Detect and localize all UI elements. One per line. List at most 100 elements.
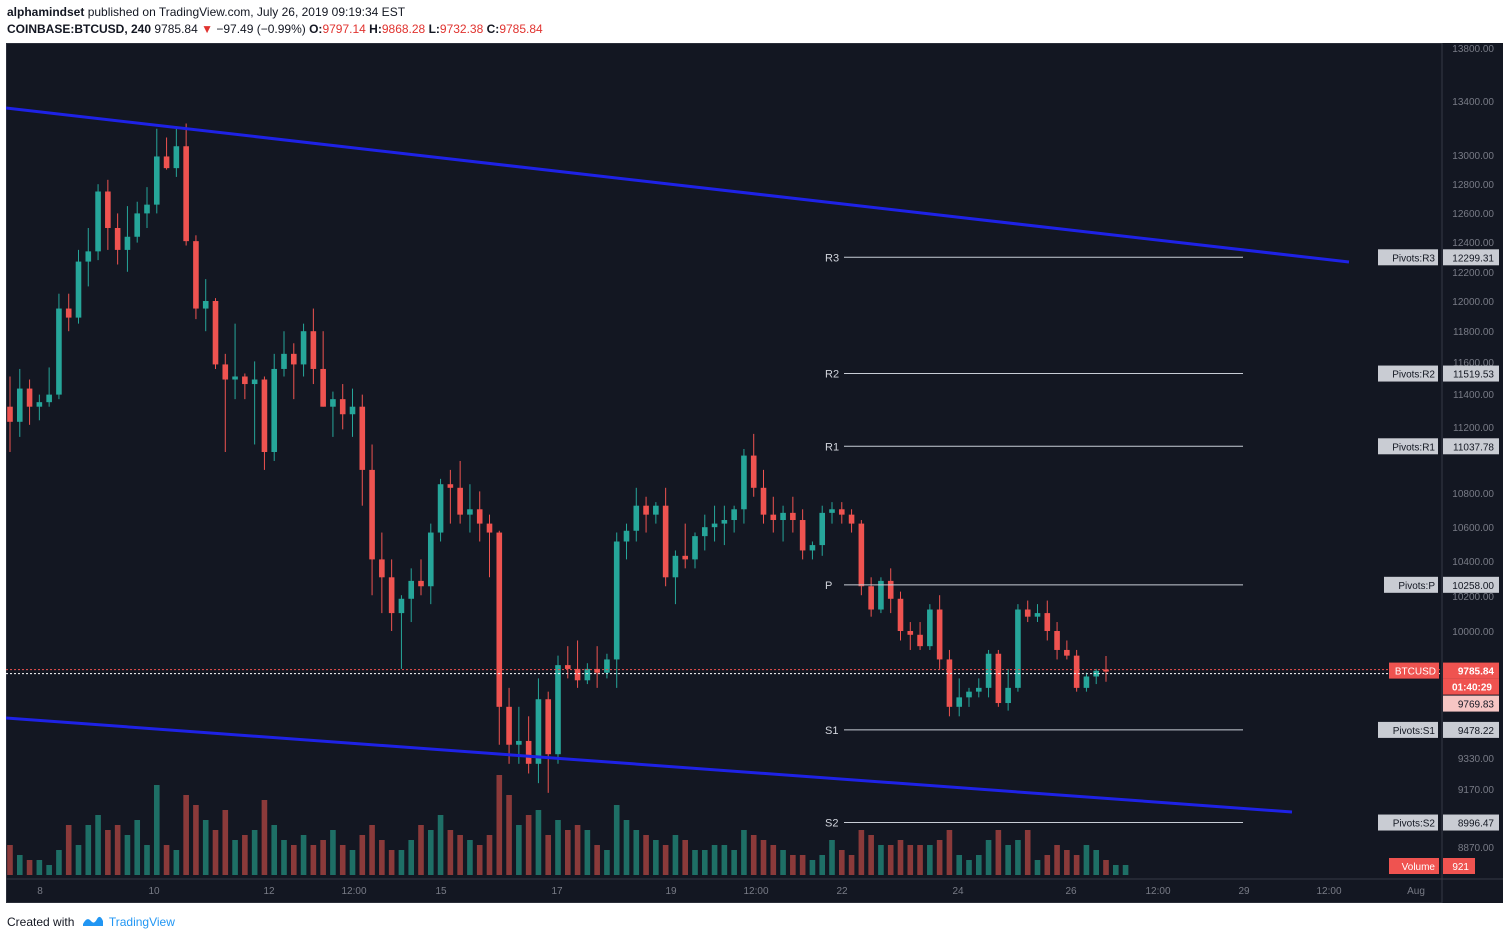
candle-body	[193, 241, 199, 309]
price-chart[interactable]: 13800.00 13400.00 13000.00 12800.00 12600.00…	[6, 43, 1503, 903]
candle-body	[1054, 631, 1060, 650]
candle-body	[16, 388, 23, 422]
pivot-value: 10258.00	[1452, 581, 1494, 592]
author-name[interactable]: alphamindset	[7, 5, 85, 19]
candle-body	[124, 236, 131, 250]
volume-bar	[1103, 860, 1109, 875]
volume-bar	[750, 835, 757, 875]
volume-bar	[838, 850, 845, 875]
low-value: 9732.38	[439, 22, 484, 36]
volume-bar	[153, 785, 160, 875]
candle-body	[594, 668, 600, 673]
candle-body	[467, 509, 473, 515]
x-tick-label: 12:00	[1145, 886, 1170, 897]
candle-body	[261, 379, 268, 452]
y-tick-label: 13800.00	[1452, 44, 1494, 55]
volume-bar	[339, 845, 346, 875]
volume-bar	[467, 840, 473, 875]
candle-body	[927, 609, 933, 647]
volume-bar	[780, 850, 786, 875]
candle-body	[75, 261, 82, 318]
candle-body	[780, 512, 786, 521]
y-tick-label: 11800.00	[1453, 327, 1494, 338]
pivot-label: P	[825, 580, 832, 592]
upper-trendline	[6, 106, 1350, 264]
volume-bar	[1122, 865, 1129, 875]
volume-bar	[1005, 845, 1011, 875]
volume-bar	[506, 795, 512, 875]
volume-bar	[359, 835, 366, 875]
volume-bar	[858, 830, 865, 875]
volume-bar	[212, 830, 219, 875]
candle-body	[574, 668, 581, 681]
y-tick-label: 10200.00	[1452, 592, 1494, 603]
volume-bar	[408, 840, 415, 875]
candle-body	[946, 659, 953, 707]
volume-bar	[653, 840, 659, 875]
y-tick-label: 10600.00	[1452, 523, 1494, 534]
volume-bar	[173, 850, 180, 875]
y-tick-label: 11600.00	[1453, 358, 1494, 369]
y-tick-label: 9330.00	[1458, 754, 1495, 765]
candle-body	[838, 509, 845, 515]
volume-bar	[46, 865, 52, 875]
candle-body	[868, 586, 874, 610]
pivot-tag-bg	[1384, 576, 1438, 593]
candle-body	[1005, 687, 1011, 704]
high-label: H:	[369, 22, 382, 36]
volume-bar	[202, 820, 209, 875]
volume-bar	[105, 830, 111, 875]
pivot-label: R2	[825, 369, 839, 381]
volume-bar	[163, 845, 170, 875]
tradingview-brand[interactable]: TradingView	[108, 915, 175, 929]
candle-body	[300, 331, 307, 365]
candle-body	[457, 487, 463, 515]
x-tick-label: 12:00	[341, 886, 366, 897]
volume-bar	[261, 800, 268, 875]
candle-body	[770, 514, 777, 521]
candle-body	[232, 376, 238, 380]
candle-body	[829, 509, 835, 513]
candle-body	[995, 653, 1002, 704]
volume-value: 921	[1452, 862, 1469, 873]
volume-bar	[604, 850, 610, 875]
volume-bar	[594, 845, 600, 875]
x-tick-label: Aug	[1407, 886, 1425, 897]
volume-bar	[271, 825, 278, 875]
down-arrow-icon: ▼	[201, 22, 213, 36]
volume-bar	[516, 825, 522, 875]
y-tick-label: 10000.00	[1452, 627, 1494, 638]
y-tick-label: 12000.00	[1452, 297, 1494, 308]
volume-bar	[193, 805, 199, 875]
volume-bar	[790, 855, 796, 875]
candle-body	[790, 512, 796, 521]
close-label: C:	[486, 22, 500, 36]
volume-bar	[330, 830, 336, 875]
candle-body	[134, 213, 141, 237]
volume-bar	[613, 805, 620, 875]
pivot-value-bg	[1443, 365, 1499, 382]
volume-bar	[95, 815, 101, 875]
volume-bar	[936, 840, 943, 875]
countdown-tag: 01:40:29	[1452, 683, 1492, 694]
candle-body	[290, 353, 297, 365]
volume-bar	[966, 860, 972, 875]
pivot-label: S2	[825, 818, 838, 830]
candle-body	[95, 191, 101, 252]
volume-bar	[251, 830, 258, 875]
candle-body	[1083, 676, 1090, 688]
candle-body	[985, 653, 992, 688]
y-tick-label: 8870.00	[1458, 843, 1495, 854]
candle-body	[183, 146, 189, 242]
candle-body	[418, 580, 424, 587]
candle-body	[222, 364, 229, 380]
last-price-tag-bg	[1443, 662, 1499, 679]
candle-body	[437, 484, 444, 533]
volume-bar	[584, 830, 591, 875]
y-tick-label: 9170.00	[1458, 785, 1495, 796]
candle-body	[848, 514, 855, 524]
candle-body	[251, 379, 258, 385]
volume-bar	[927, 845, 933, 875]
volume-bar	[829, 840, 835, 875]
volume-bar	[887, 845, 894, 875]
